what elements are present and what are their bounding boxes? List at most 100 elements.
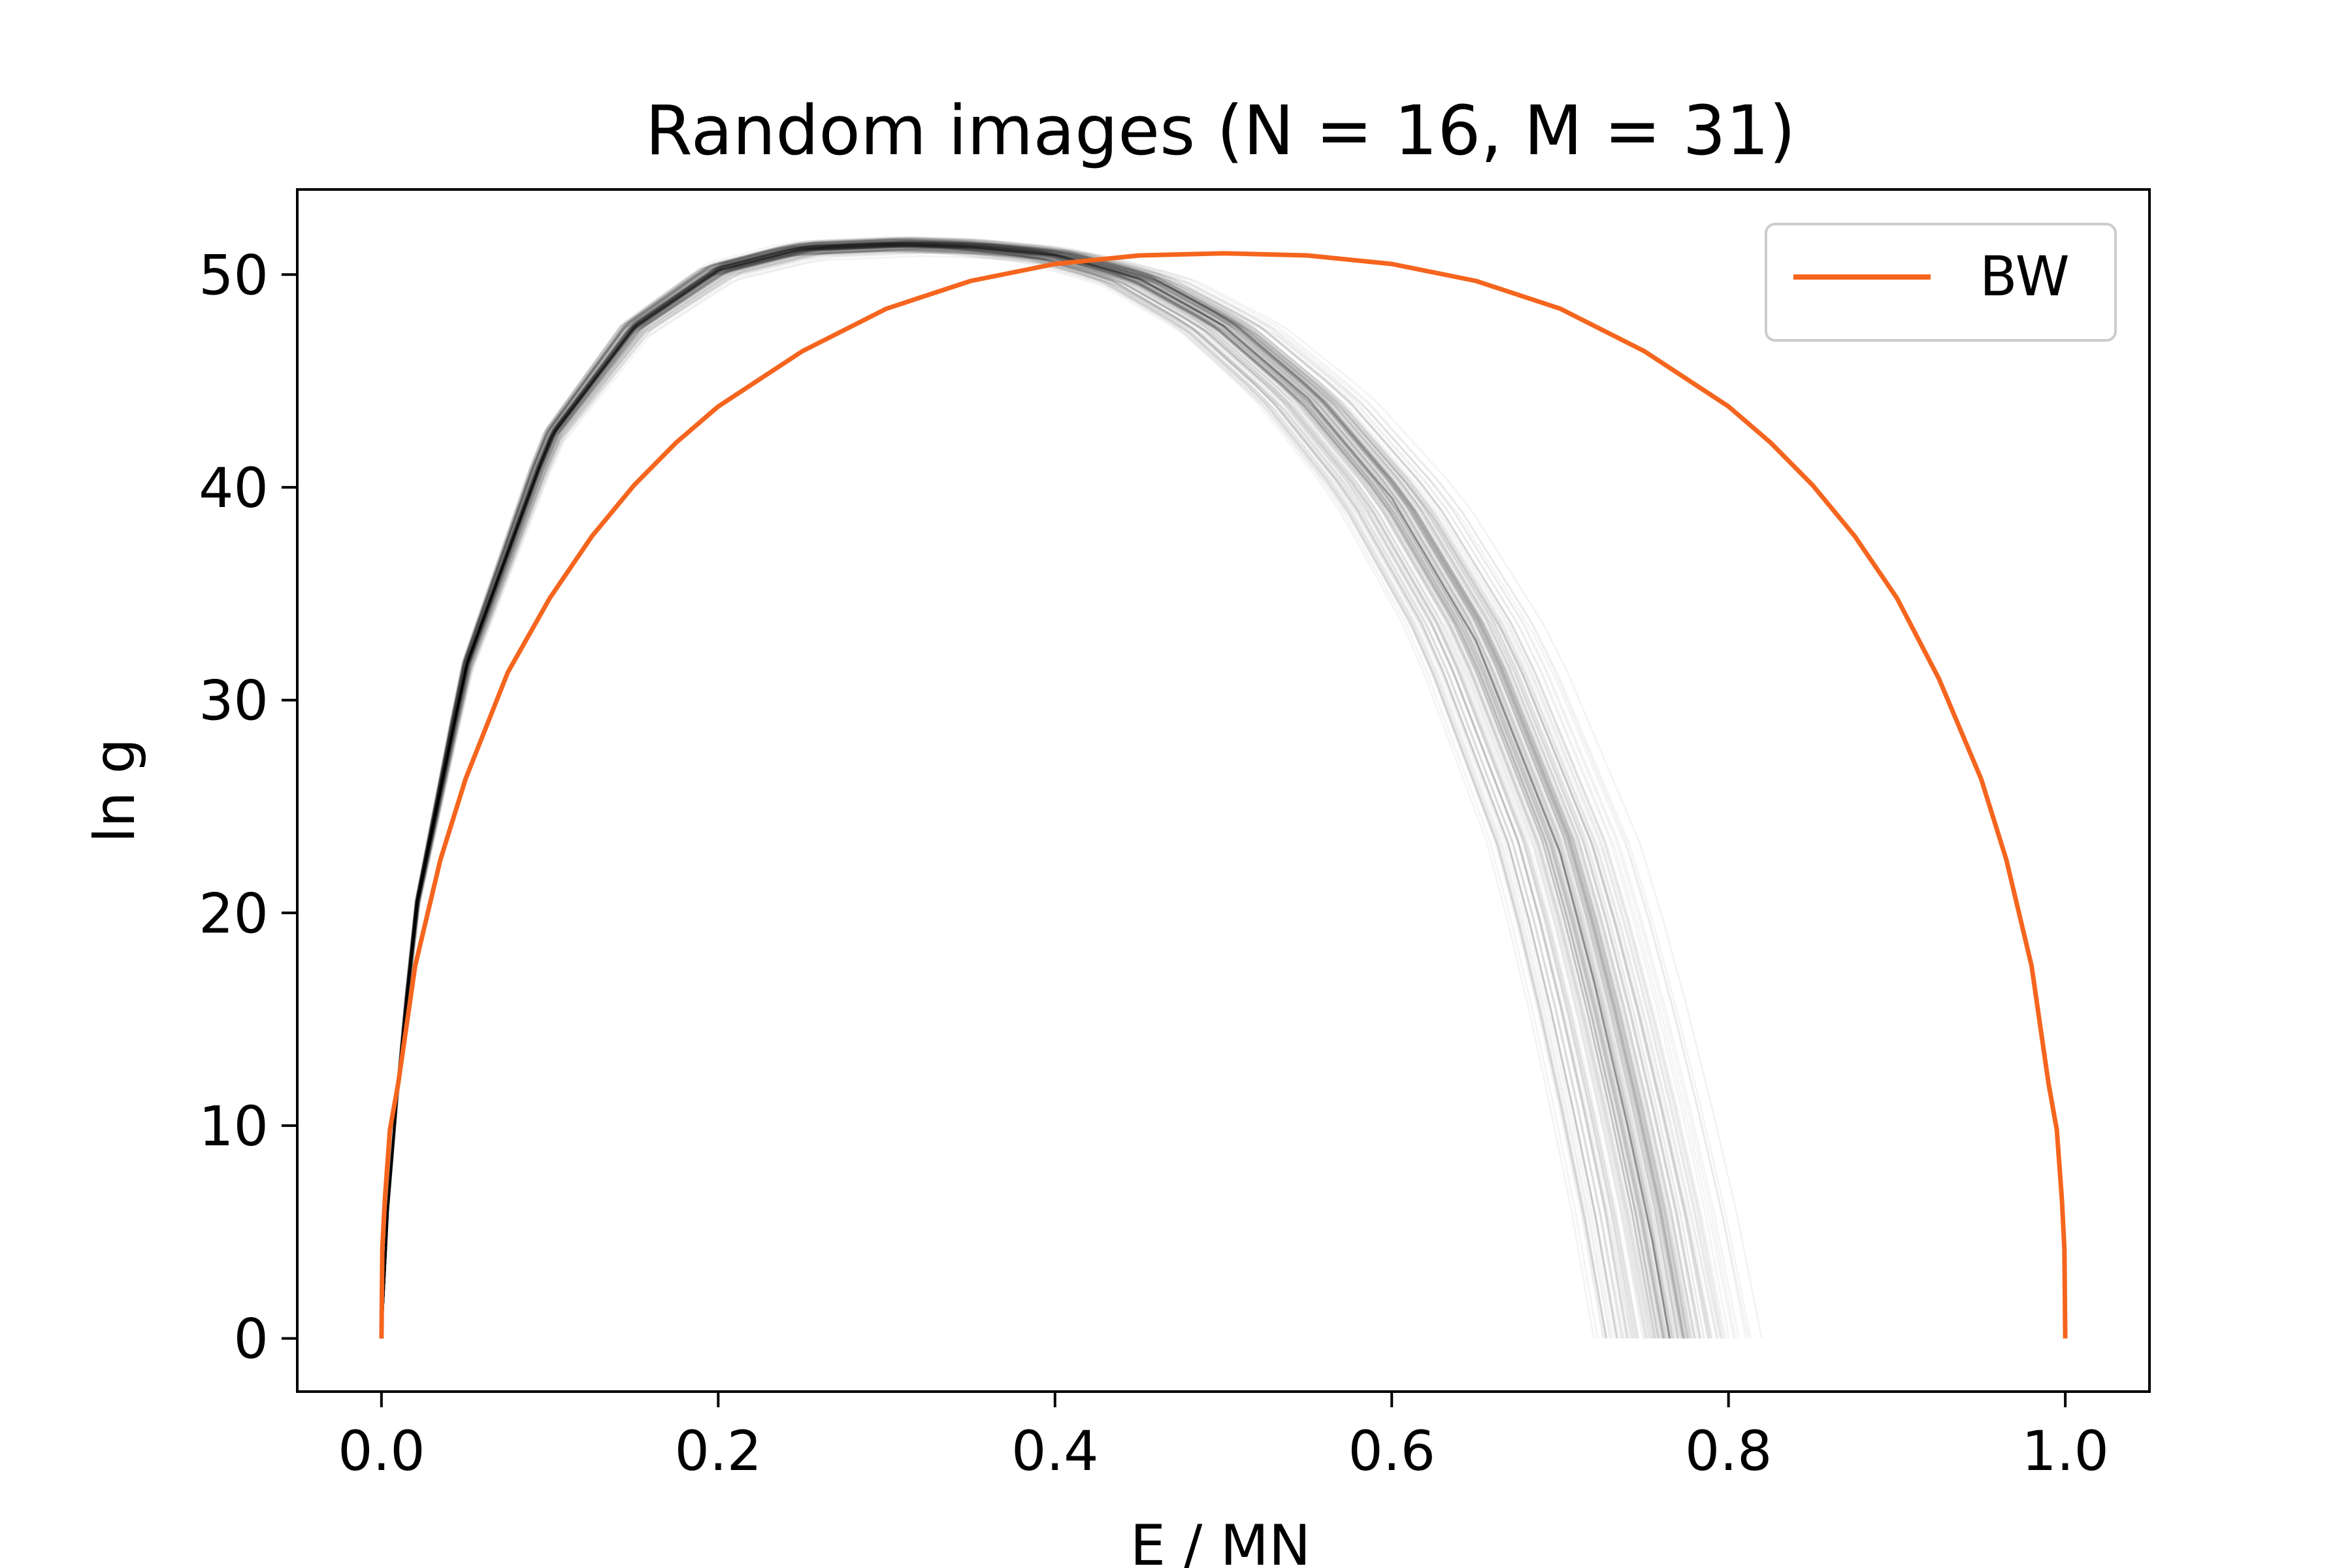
random-image-curve — [380, 237, 1693, 1339]
random-image-curve — [380, 239, 1685, 1339]
random-image-curve — [380, 244, 1686, 1339]
random-image-curve — [380, 242, 1711, 1339]
random-image-curve — [380, 244, 1671, 1339]
random-image-curve — [380, 242, 1682, 1339]
random-image-curve — [380, 244, 1665, 1339]
random-image-curve — [380, 246, 1661, 1339]
random-image-curve — [380, 240, 1629, 1339]
random-image-curve — [380, 241, 1731, 1339]
random-image-curve — [380, 250, 1620, 1339]
random-image-curve — [380, 250, 1633, 1339]
random-image-curve — [380, 246, 1611, 1339]
random-image-curve — [380, 242, 1685, 1339]
random-image-curve — [380, 240, 1696, 1339]
random-image-curve — [380, 246, 1702, 1339]
random-image-curve — [380, 248, 1712, 1339]
x-tick-label: 0.6 — [1348, 1419, 1435, 1483]
x-axis-ticks: 0.0 0.2 0.4 0.6 0.8 1.0 — [338, 1392, 2109, 1483]
random-image-curve — [380, 243, 1667, 1339]
random-image-curve — [380, 244, 1676, 1339]
random-image-curve — [380, 244, 1612, 1339]
random-image-curve — [380, 241, 1709, 1339]
random-image-curve — [380, 244, 1624, 1339]
random-image-curve — [380, 242, 1668, 1339]
random-image-curve — [380, 243, 1714, 1339]
random-image-curve — [380, 246, 1665, 1339]
random-image-curve — [380, 248, 1625, 1339]
random-image-curve — [380, 241, 1676, 1339]
random-image-curve — [380, 242, 1618, 1339]
random-image-curve — [380, 240, 1686, 1339]
random-image-curve — [380, 244, 1657, 1339]
random-image-curve — [380, 240, 1720, 1339]
random-image-curve — [380, 250, 1663, 1339]
random-image-curve — [380, 242, 1599, 1339]
random-image-curve — [380, 242, 1671, 1339]
random-image-curve — [380, 238, 1679, 1339]
random-image-curve — [380, 243, 1595, 1339]
y-tick-label: 20 — [199, 881, 269, 945]
plot-area — [379, 236, 2068, 1339]
random-image-curve — [380, 245, 1657, 1339]
random-image-curve — [380, 241, 1702, 1339]
legend-box — [1765, 223, 2117, 342]
random-image-curve — [380, 238, 1659, 1339]
plot-frame — [296, 188, 2151, 1393]
random-image-curve — [380, 241, 1608, 1339]
x-axis-label: E / MN — [1130, 1513, 1311, 1568]
random-image-curve — [380, 244, 1701, 1339]
random-image-curve — [380, 244, 1608, 1339]
random-image-curve — [380, 248, 1673, 1339]
x-tick-label: 0.0 — [338, 1419, 425, 1483]
random-image-curve — [380, 240, 1684, 1339]
random-image-curve — [380, 243, 1680, 1339]
random-image-curve — [380, 247, 1664, 1339]
random-image-curve — [380, 242, 1688, 1339]
x-tick-label: 0.4 — [1011, 1419, 1099, 1483]
random-image-curve — [380, 245, 1659, 1339]
random-image-curve — [380, 251, 1722, 1339]
y-tick-label: 0 — [234, 1307, 269, 1371]
random-image-curve — [380, 248, 1711, 1339]
random-image-curve — [380, 242, 1691, 1339]
x-tick-label: 0.2 — [675, 1419, 762, 1483]
random-image-curve — [380, 247, 1735, 1339]
random-image-curve — [380, 245, 1636, 1339]
random-image-curve — [380, 249, 1632, 1339]
random-image-curve — [380, 243, 1656, 1339]
random-image-curve — [380, 246, 1752, 1339]
x-tick-label: 1.0 — [2021, 1419, 2109, 1483]
random-image-curve — [380, 244, 1684, 1339]
y-tick-label: 50 — [199, 243, 269, 307]
random-image-curve — [380, 240, 1674, 1339]
random-image-curve — [380, 246, 1639, 1339]
random-image-curve — [380, 242, 1617, 1339]
chart-title: Random images (N = 16, M = 31) — [645, 91, 1796, 171]
random-image-curve — [380, 242, 1677, 1339]
random-image-curve — [380, 240, 1689, 1339]
random-image-curve — [380, 245, 1706, 1339]
random-image-curve — [380, 238, 1699, 1339]
random-image-curve — [380, 241, 1614, 1339]
random-image-curve — [380, 240, 1635, 1339]
random-image-curve — [380, 237, 1655, 1339]
random-image-curve — [380, 239, 1696, 1339]
random-image-curve — [380, 239, 1627, 1339]
random-image-curve — [380, 239, 1683, 1339]
y-tick-label: 30 — [199, 669, 269, 733]
random-image-curve — [380, 244, 1618, 1339]
random-image-curve — [380, 245, 1661, 1339]
series-layer — [379, 244, 2068, 1339]
random-image-curve — [380, 245, 1669, 1339]
random-image-curve — [380, 242, 1688, 1339]
random-image-curve — [380, 241, 1747, 1339]
random-image-curve — [380, 244, 1623, 1339]
random-image-curve — [380, 241, 1659, 1339]
y-tick-label: 10 — [199, 1094, 269, 1158]
random-image-curve — [380, 242, 1724, 1339]
x-tick-label: 0.8 — [1685, 1419, 1772, 1483]
random-image-curve — [380, 243, 1653, 1339]
random-image-curve — [380, 239, 1671, 1339]
random-image-curve — [380, 241, 1665, 1339]
legend: BW — [1765, 223, 2117, 342]
